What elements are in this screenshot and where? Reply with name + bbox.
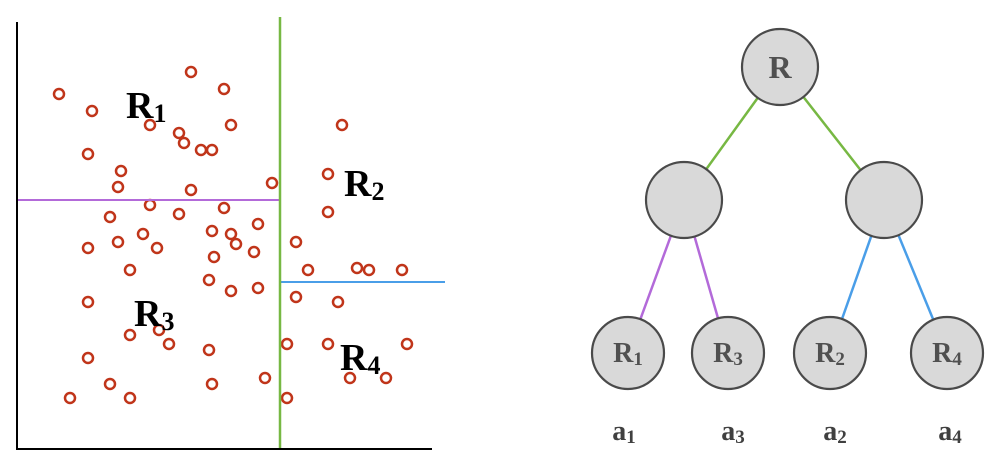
region-scatter-plot: R1 R2 R3 R4	[16, 17, 445, 450]
tree-leaf-r3-label: R3	[713, 338, 743, 370]
scatter-point	[280, 337, 294, 351]
scatter-point	[350, 261, 364, 275]
scatter-point	[321, 205, 335, 219]
region-label-r4: R4	[340, 337, 380, 380]
scatter-point	[81, 241, 95, 255]
scatter-point	[111, 235, 125, 249]
tree-leaf-r4	[909, 315, 985, 391]
tree-node-root-label: R	[768, 49, 792, 85]
scatter-point	[184, 183, 198, 197]
decision-tree: R R1 R3 R2 R4 a1 a3 a2 a4	[590, 27, 985, 448]
tree-leaf-r2-label: R2	[815, 338, 845, 370]
scatter-point	[400, 337, 414, 351]
scatter-point	[321, 337, 335, 351]
region-label-r1: R1	[126, 85, 166, 128]
scatter-point	[343, 371, 357, 385]
scatter-point	[258, 371, 272, 385]
scatter-point	[217, 201, 231, 215]
scatter-point	[224, 227, 238, 241]
scatter-point	[217, 82, 231, 96]
scatter-point	[162, 337, 176, 351]
scatter-point	[205, 224, 219, 238]
scatter-point	[289, 235, 303, 249]
scatter-point	[224, 284, 238, 298]
scatter-point	[152, 323, 166, 337]
scatter-point	[289, 290, 303, 304]
scatter-point	[123, 391, 137, 405]
leaf-caption-a1: a1	[612, 416, 636, 448]
leaf-caption-a3: a3	[721, 416, 745, 448]
scatter-point	[123, 328, 137, 342]
scatter-point	[202, 343, 216, 357]
tree-node-internal-left	[644, 160, 724, 240]
scatter-point	[247, 245, 261, 259]
scatter-point	[301, 263, 315, 277]
scatter-point	[103, 210, 117, 224]
scatter-point	[202, 273, 216, 287]
scatter-points	[52, 65, 414, 405]
scatter-point	[205, 377, 219, 391]
tree-node-internal-right	[844, 160, 924, 240]
scatter-point	[331, 295, 345, 309]
scatter-point	[194, 143, 208, 157]
tree-leaf-r1-label: R1	[613, 338, 643, 370]
region-label-r2: R2	[344, 163, 384, 206]
scatter-point	[111, 180, 125, 194]
scatter-point	[362, 263, 376, 277]
leaf-caption-a4: a4	[938, 416, 962, 448]
scatter-point	[395, 263, 409, 277]
scatter-point	[280, 391, 294, 405]
scatter-point	[81, 147, 95, 161]
scatter-point	[172, 207, 186, 221]
scatter-point	[81, 295, 95, 309]
tree-leaf-r2	[792, 315, 868, 391]
region-label-r3: R3	[134, 293, 174, 336]
scatter-point	[63, 391, 77, 405]
scatter-point	[229, 237, 243, 251]
scatter-point	[136, 227, 150, 241]
scatter-point	[81, 351, 95, 365]
tree-node-root	[740, 27, 820, 107]
scatter-point	[103, 377, 117, 391]
scatter-point	[321, 167, 335, 181]
scatter-point	[177, 136, 191, 150]
scatter-point	[265, 176, 279, 190]
scatter-point	[224, 118, 238, 132]
scatter-point	[172, 126, 186, 140]
tree-leaf-r1	[590, 315, 666, 391]
scatter-point	[150, 241, 164, 255]
scatter-point	[143, 198, 157, 212]
scatter-point	[251, 217, 265, 231]
tree-leaf-r4-label: R4	[932, 338, 962, 370]
scatter-point	[335, 118, 349, 132]
scatter-point	[379, 371, 393, 385]
leaf-caption-a2: a2	[823, 416, 847, 448]
scatter-point	[205, 143, 219, 157]
scatter-point	[184, 65, 198, 79]
scatter-point	[207, 250, 221, 264]
scatter-point	[143, 118, 157, 132]
scatter-point	[123, 263, 137, 277]
tree-leaf-r3	[690, 315, 766, 391]
scatter-point	[251, 281, 265, 295]
scatter-point	[114, 164, 128, 178]
scatter-point	[85, 104, 99, 118]
scatter-point	[52, 87, 66, 101]
